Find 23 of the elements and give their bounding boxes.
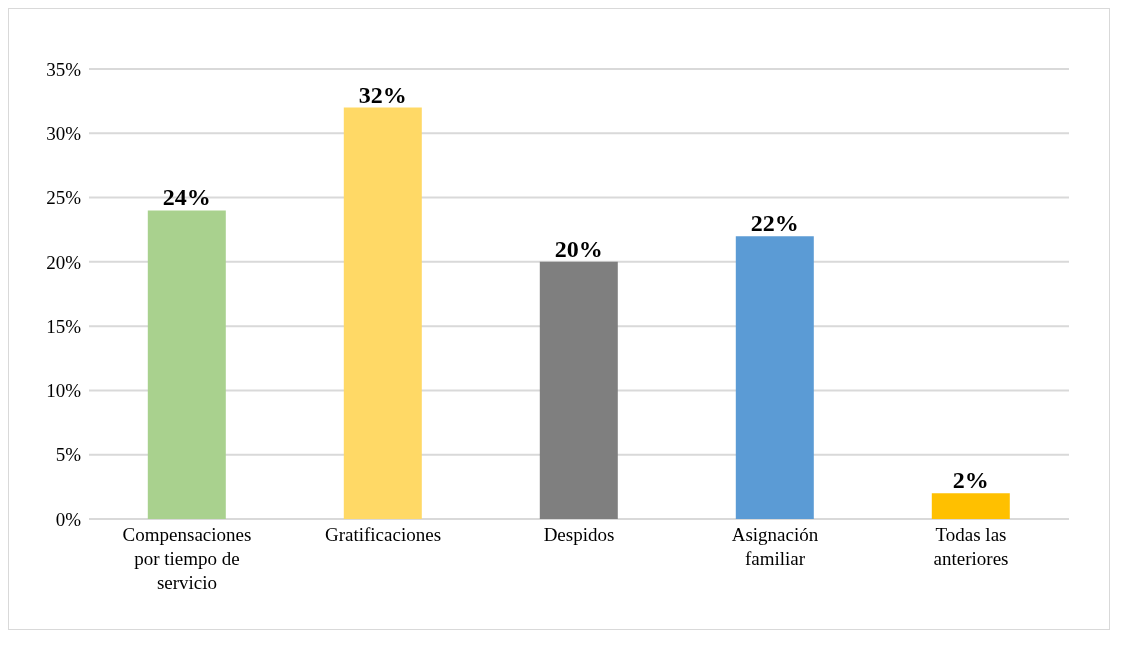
data-label: 32% [358,81,407,108]
bar [147,210,226,519]
y-tick-label: 0% [55,508,82,530]
data-label: 20% [554,235,603,262]
bar [931,493,1010,519]
y-tick-label: 10% [46,380,82,402]
x-tick-label: Despidos [543,524,615,545]
y-tick-label: 25% [46,187,82,209]
bar [735,236,814,519]
x-tick-label: Gratificaciones [324,524,442,545]
y-tick-label: 35% [46,58,82,80]
bar [343,107,422,519]
y-tick-label: 15% [46,315,82,337]
x-tick-label: Asignación familiar [731,524,819,569]
bar [539,261,618,519]
x-tick-label: Compensaciones por tiempo de servicio [122,524,252,593]
data-label: 2% [952,467,989,494]
x-tick-label: Todas las anteriores [933,524,1009,569]
y-tick-label: 5% [55,444,82,466]
y-tick-label: 20% [46,251,82,273]
y-tick-label: 30% [46,123,82,145]
data-label: 24% [162,184,211,211]
data-label: 22% [750,210,799,237]
